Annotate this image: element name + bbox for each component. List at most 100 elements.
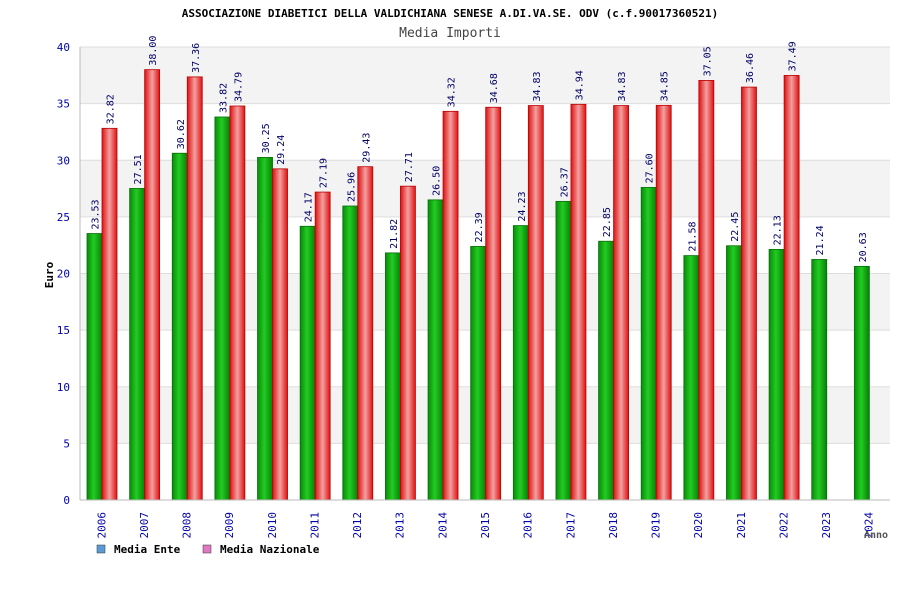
bar-media-nazionale <box>101 127 118 501</box>
bar-media-ente <box>811 259 828 501</box>
data-label: 34.83 <box>532 71 543 101</box>
y-tick-label: 5 <box>63 437 70 450</box>
bar-media-nazionale <box>741 86 757 501</box>
x-tick-label: 2010 <box>266 512 279 539</box>
x-tick-label: 2015 <box>479 512 492 539</box>
data-label: 34.83 <box>617 71 628 101</box>
bar-media-ente <box>342 205 359 501</box>
data-label: 38.00 <box>148 36 159 66</box>
data-label: 23.53 <box>91 199 102 229</box>
bar-media-ente <box>555 200 572 501</box>
bar-media-ente <box>640 187 657 501</box>
bar-media-nazionale <box>485 106 502 501</box>
bar-media-ente <box>385 252 401 501</box>
bar-media-ente <box>683 255 700 501</box>
x-axis-ticks: 2006 2007 2008 2009 2010 2011 2012 2013 2014 2015… <box>95 512 875 539</box>
bar-media-nazionale <box>698 80 715 501</box>
legend-swatch-media-nazionale <box>202 544 212 554</box>
y-tick-label: 20 <box>57 268 70 281</box>
data-label: 34.68 <box>489 73 500 103</box>
bar-media-nazionale <box>272 168 288 501</box>
x-tick-label: 2019 <box>650 512 663 539</box>
x-tick-label: 2008 <box>181 512 194 539</box>
data-label: 24.23 <box>517 191 528 221</box>
data-labels: 23.53 27.51 30.62 33.82 30.25 24.17 25.96 21.82… <box>91 36 869 263</box>
data-label: 21.58 <box>687 221 698 251</box>
x-tick-label: 2021 <box>735 512 748 539</box>
legend-label-media-ente: Media Ente <box>114 543 181 556</box>
bar-media-ente <box>598 240 614 501</box>
x-tick-label: 2023 <box>820 512 833 539</box>
x-tick-label: 2006 <box>95 512 108 539</box>
data-label: 22.13 <box>773 215 784 245</box>
data-label: 34.79 <box>233 72 244 102</box>
bar-media-nazionale <box>527 105 544 501</box>
bar-media-ente <box>470 246 487 501</box>
data-label: 34.85 <box>660 71 671 101</box>
x-tick-label: 2016 <box>522 512 535 539</box>
bar-media-ente <box>257 157 273 501</box>
data-label: 25.96 <box>346 172 357 202</box>
x-tick-label: 2017 <box>564 512 577 539</box>
data-label: 34.94 <box>574 70 585 100</box>
data-label: 22.39 <box>474 212 485 242</box>
x-tick-label: 2022 <box>777 512 790 539</box>
x-tick-label: 2007 <box>138 512 151 539</box>
y-tick-label: 0 <box>63 494 70 507</box>
x-tick-label: 2011 <box>308 512 321 539</box>
data-label: 26.50 <box>432 166 443 196</box>
data-label: 29.43 <box>361 133 372 163</box>
x-axis-label: Anno <box>864 530 888 541</box>
bar-media-nazionale <box>613 105 629 501</box>
data-label: 33.82 <box>218 83 229 113</box>
data-label: 27.71 <box>404 152 415 182</box>
bar-media-nazionale <box>357 166 374 501</box>
x-tick-label: 2009 <box>223 512 236 539</box>
y-axis-ticks: 0 5 10 15 20 25 30 35 40 <box>57 41 70 507</box>
bar-media-ente <box>214 116 231 501</box>
data-label: 37.05 <box>702 46 713 76</box>
data-label: 27.51 <box>133 154 144 184</box>
data-label: 34.32 <box>447 77 458 107</box>
data-label: 37.36 <box>191 43 202 73</box>
chart-title: ASSOCIAZIONE DIABETICI DELLA VALDICHIANA… <box>182 7 718 20</box>
bar-media-ente <box>86 233 103 501</box>
data-label: 27.60 <box>645 153 656 183</box>
bar-media-nazionale <box>783 75 800 501</box>
data-label: 37.49 <box>788 41 799 71</box>
y-tick-label: 10 <box>57 381 70 394</box>
x-tick-label: 2020 <box>692 512 705 539</box>
bar-media-ente <box>129 188 146 501</box>
data-label: 21.82 <box>389 219 400 249</box>
data-label: 32.82 <box>106 94 117 124</box>
bar-media-ente <box>299 225 316 501</box>
data-label: 24.17 <box>304 192 315 222</box>
legend-swatch-media-ente <box>96 544 106 554</box>
x-tick-label: 2013 <box>394 512 407 539</box>
data-label: 26.37 <box>559 167 570 197</box>
y-tick-label: 15 <box>57 324 70 337</box>
bar-media-nazionale <box>400 185 416 501</box>
legend-label-media-nazionale: Media Nazionale <box>220 543 320 556</box>
axes <box>79 47 890 501</box>
bar-media-ente <box>768 248 785 501</box>
y-tick-label: 25 <box>57 211 70 224</box>
data-label: 20.63 <box>858 232 869 262</box>
data-label: 21.24 <box>815 225 826 255</box>
bar-media-nazionale <box>314 191 331 501</box>
data-label: 22.85 <box>602 207 613 237</box>
data-label: 22.45 <box>730 212 741 242</box>
x-tick-label: 2018 <box>607 512 620 539</box>
bar-media-nazionale <box>229 105 246 501</box>
bar-media-nazionale <box>655 104 672 501</box>
bar-media-nazionale <box>144 69 161 501</box>
bar-media-nazionale <box>186 76 203 501</box>
data-label: 30.62 <box>176 119 187 149</box>
y-tick-label: 40 <box>57 41 70 54</box>
data-label: 36.46 <box>745 53 756 83</box>
bar-media-ente <box>726 245 742 501</box>
x-tick-label: 2024 <box>863 512 876 539</box>
y-tick-label: 35 <box>57 98 70 111</box>
data-label: 27.19 <box>319 158 330 188</box>
